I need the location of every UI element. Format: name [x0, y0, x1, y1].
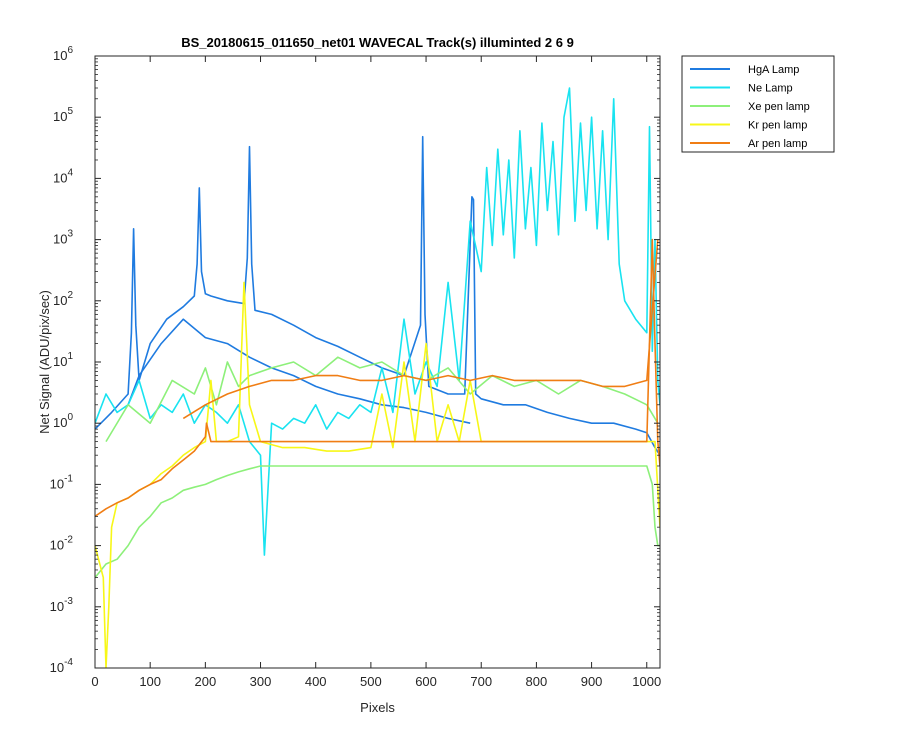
- series-line-4: [105, 356, 659, 443]
- x-tick-label: 200: [195, 674, 217, 689]
- legend-label: HgA Lamp: [748, 64, 799, 76]
- x-axis-label: Pixels: [360, 700, 395, 715]
- x-tick-label: 400: [305, 674, 327, 689]
- series-line-3: [95, 465, 660, 579]
- series-line-1: [127, 318, 471, 424]
- x-tick-label: 600: [415, 674, 437, 689]
- x-tick-label: 900: [581, 674, 603, 689]
- x-tick-label: 1000: [632, 674, 661, 689]
- chart-title: BS_20180615_011650_net01 WAVECAL Track(s…: [181, 35, 574, 50]
- series-line-0: [95, 135, 660, 456]
- legend-label: Xe pen lamp: [748, 101, 810, 113]
- legend-label: Ar pen lamp: [748, 138, 807, 150]
- x-tick-label: 700: [470, 674, 492, 689]
- legend: HgA Lamp Ne Lamp Xe pen lamp Kr pen lamp Ar …: [681, 55, 835, 153]
- x-tick-label: 0: [91, 674, 98, 689]
- series-line-6: [95, 238, 660, 518]
- x-tick-label: 500: [360, 674, 382, 689]
- x-tick-label: 100: [139, 674, 161, 689]
- legend-label: Kr pen lamp: [748, 120, 807, 132]
- y-axis-label: Net Signal (ADU/pix/sec): [37, 290, 52, 434]
- series-line-7: [182, 239, 659, 420]
- x-tick-label: 300: [250, 674, 272, 689]
- legend-label: Ne Lamp: [748, 83, 793, 95]
- x-tick-label: 800: [526, 674, 548, 689]
- series-line-2: [95, 87, 660, 556]
- legend-box: [681, 55, 835, 153]
